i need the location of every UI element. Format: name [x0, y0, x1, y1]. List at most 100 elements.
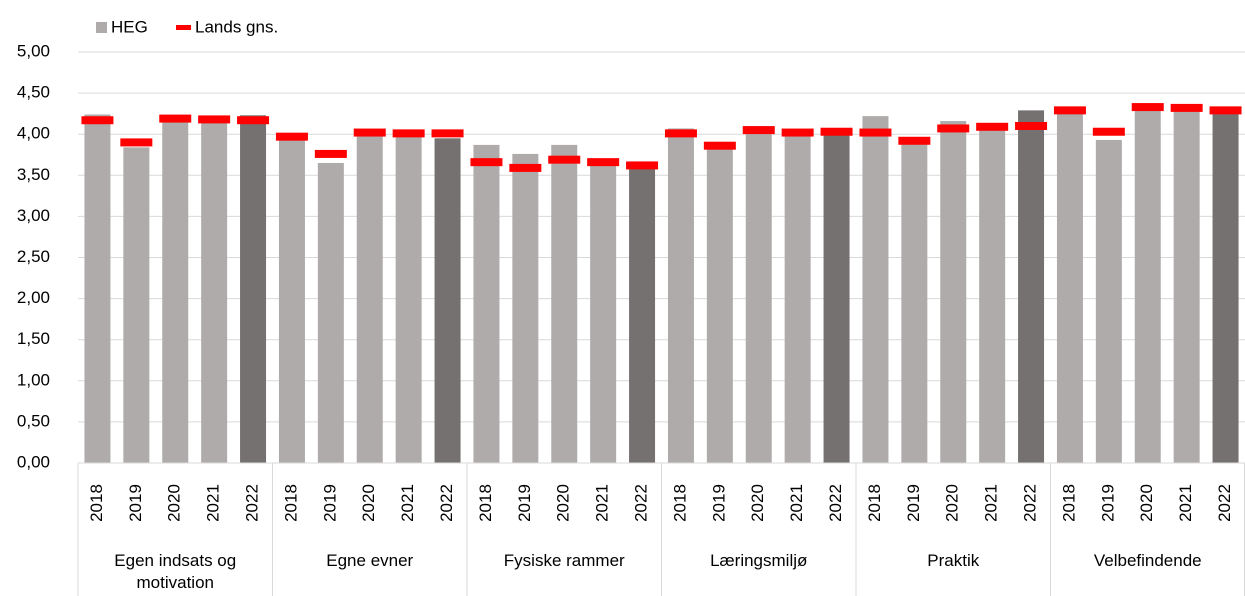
- average-marker: [1209, 106, 1242, 115]
- bar: [706, 146, 733, 463]
- average-marker: [198, 115, 231, 124]
- group-label: Fysiske rammer: [503, 551, 625, 570]
- average-marker: [392, 129, 425, 138]
- bar: [629, 168, 656, 463]
- average-marker: [81, 116, 114, 125]
- average-marker: [431, 129, 464, 138]
- average-marker: [159, 114, 192, 123]
- bar: [512, 153, 539, 464]
- bar: [434, 138, 461, 463]
- y-tick-label: 4,00: [17, 124, 50, 143]
- average-marker: [626, 161, 659, 170]
- y-tick-label: 0,00: [17, 452, 50, 471]
- average-marker: [898, 136, 931, 145]
- legend-label: HEG: [111, 17, 148, 36]
- group-label: Velbefindende: [1093, 551, 1202, 570]
- average-marker: [859, 128, 892, 137]
- average-marker: [237, 116, 270, 125]
- bar: [823, 132, 850, 463]
- bar: [162, 117, 189, 463]
- x-tick-label: 2019: [709, 484, 728, 522]
- bar: [784, 134, 811, 463]
- bar: [1095, 139, 1122, 464]
- average-marker: [820, 127, 853, 136]
- x-tick-label: 2020: [165, 484, 184, 522]
- average-marker: [1170, 103, 1203, 112]
- x-tick-label: 2019: [904, 484, 923, 522]
- bar: [667, 128, 694, 464]
- average-marker: [1092, 127, 1125, 136]
- y-tick-label: 3,50: [17, 165, 50, 184]
- bar: [473, 144, 500, 464]
- y-tick-label: 3,00: [17, 206, 50, 225]
- bar: [979, 129, 1006, 463]
- average-marker: [120, 138, 153, 147]
- x-tick-label: 2021: [787, 484, 806, 522]
- x-tick-label: 2021: [593, 484, 612, 522]
- y-tick-label: 2,50: [17, 247, 50, 266]
- x-tick-label: 2022: [632, 484, 651, 522]
- group-label: Egen indsats og motivation: [114, 551, 237, 592]
- average-marker: [470, 158, 503, 167]
- x-tick-label: 2020: [943, 484, 962, 522]
- bar: [201, 121, 228, 463]
- bar: [745, 130, 772, 463]
- y-tick-label: 1,50: [17, 329, 50, 348]
- y-tick-label: 5,00: [17, 41, 50, 60]
- legend-label: Lands gns.: [195, 17, 278, 36]
- x-tick-label: 2018: [865, 484, 884, 522]
- bar: [901, 143, 928, 463]
- bar: [84, 114, 111, 464]
- group-label: Læringsmiljø: [710, 551, 808, 570]
- bar: [395, 134, 422, 463]
- x-tick-label: 2019: [515, 484, 534, 522]
- bar: [551, 144, 578, 464]
- x-tick-label: 2018: [476, 484, 495, 522]
- bar: [1056, 111, 1083, 464]
- group-label: Praktik: [927, 551, 980, 570]
- x-tick-label: 2018: [281, 484, 300, 522]
- average-marker: [976, 122, 1009, 131]
- x-tick-label: 2022: [437, 484, 456, 522]
- average-marker: [587, 158, 620, 167]
- x-tick-label: 2020: [554, 484, 573, 522]
- bar: [1018, 110, 1045, 463]
- average-marker: [937, 124, 970, 133]
- x-tick-label: 2022: [826, 484, 845, 522]
- y-tick-label: 4,50: [17, 83, 50, 102]
- x-tick-label: 2020: [748, 484, 767, 522]
- legend-swatch: [176, 25, 191, 30]
- x-tick-label: 2022: [1215, 484, 1234, 522]
- bar: [356, 132, 383, 463]
- bar: [240, 115, 267, 463]
- x-tick-label: 2018: [87, 484, 106, 522]
- x-tick-label: 2021: [204, 484, 223, 522]
- average-marker: [353, 128, 386, 137]
- bar: [1134, 109, 1161, 463]
- average-marker: [275, 132, 308, 141]
- bar: [1212, 112, 1239, 464]
- group-label: Egne evner: [326, 551, 414, 570]
- bar: [940, 121, 967, 463]
- x-tick-label: 2019: [126, 484, 145, 522]
- x-tick-label: 2022: [243, 484, 262, 522]
- x-tick-label: 2019: [320, 484, 339, 522]
- x-tick-label: 2021: [982, 484, 1001, 522]
- legend-swatch: [96, 22, 107, 33]
- x-tick-label: 2020: [1137, 484, 1156, 522]
- bar: [278, 138, 305, 463]
- x-tick-label: 2018: [670, 484, 689, 522]
- average-marker: [548, 155, 581, 164]
- bar: [317, 162, 344, 463]
- x-tick-label: 2021: [398, 484, 417, 522]
- average-marker: [664, 129, 697, 138]
- average-marker: [1015, 121, 1048, 130]
- x-tick-label: 2018: [1059, 484, 1078, 522]
- x-tick-label: 2019: [1098, 484, 1117, 522]
- x-tick-label: 2020: [359, 484, 378, 522]
- y-tick-label: 1,00: [17, 370, 50, 389]
- x-tick-label: 2022: [1021, 484, 1040, 522]
- bar: [590, 158, 617, 464]
